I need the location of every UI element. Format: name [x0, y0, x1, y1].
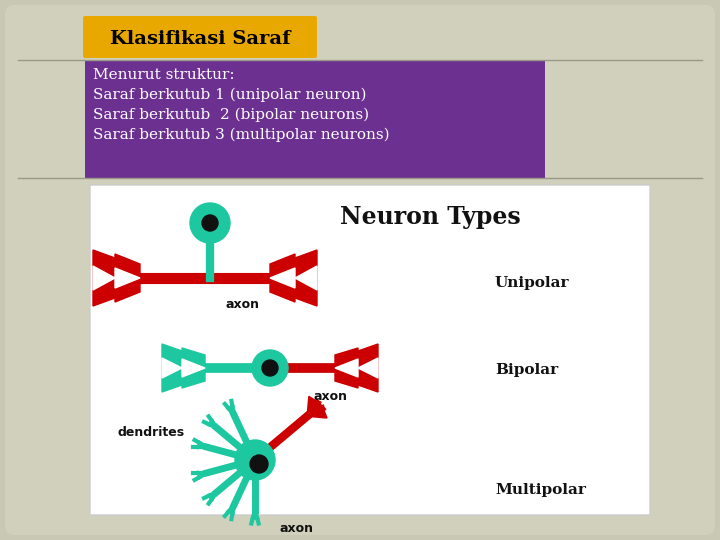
- Text: Saraf berkutub 3 (multipolar neurons): Saraf berkutub 3 (multipolar neurons): [93, 128, 390, 143]
- Circle shape: [250, 455, 268, 473]
- FancyBboxPatch shape: [85, 60, 545, 178]
- Text: Menurut struktur:: Menurut struktur:: [93, 68, 235, 82]
- Polygon shape: [115, 254, 140, 302]
- Polygon shape: [270, 254, 295, 302]
- Text: Saraf berkutub  2 (bipolar neurons): Saraf berkutub 2 (bipolar neurons): [93, 108, 369, 123]
- FancyBboxPatch shape: [5, 5, 715, 535]
- Text: axon: axon: [226, 298, 260, 311]
- Polygon shape: [335, 348, 358, 388]
- Polygon shape: [358, 358, 378, 378]
- Text: dendrites: dendrites: [118, 426, 185, 438]
- Polygon shape: [295, 250, 317, 306]
- Polygon shape: [207, 419, 217, 428]
- Text: Klasifikasi Saraf: Klasifikasi Saraf: [109, 30, 290, 48]
- Text: Neuron Types: Neuron Types: [340, 205, 521, 229]
- Circle shape: [252, 350, 288, 386]
- Circle shape: [235, 440, 275, 480]
- Polygon shape: [162, 344, 182, 392]
- Polygon shape: [270, 268, 295, 288]
- Polygon shape: [307, 396, 321, 416]
- Polygon shape: [197, 471, 207, 480]
- Text: Unipolar: Unipolar: [495, 276, 570, 290]
- Polygon shape: [182, 348, 205, 388]
- Polygon shape: [307, 399, 326, 416]
- Polygon shape: [226, 404, 234, 415]
- Polygon shape: [93, 266, 115, 290]
- FancyBboxPatch shape: [90, 185, 650, 515]
- Text: Saraf berkutub 1 (unipolar neuron): Saraf berkutub 1 (unipolar neuron): [93, 88, 366, 103]
- FancyBboxPatch shape: [83, 16, 317, 58]
- Polygon shape: [197, 441, 207, 449]
- Polygon shape: [115, 268, 140, 288]
- Text: Multipolar: Multipolar: [495, 483, 586, 497]
- Polygon shape: [93, 250, 115, 306]
- Polygon shape: [358, 344, 378, 392]
- Polygon shape: [207, 492, 217, 501]
- Polygon shape: [307, 405, 327, 418]
- Text: axon: axon: [280, 522, 314, 535]
- Polygon shape: [162, 358, 182, 378]
- Text: axon: axon: [313, 390, 347, 403]
- Polygon shape: [226, 505, 234, 515]
- Circle shape: [202, 215, 218, 231]
- Polygon shape: [295, 266, 317, 290]
- Circle shape: [190, 203, 230, 243]
- Circle shape: [262, 360, 278, 376]
- Polygon shape: [182, 359, 205, 377]
- Polygon shape: [335, 359, 358, 377]
- Text: Bipolar: Bipolar: [495, 363, 558, 377]
- Polygon shape: [251, 510, 259, 519]
